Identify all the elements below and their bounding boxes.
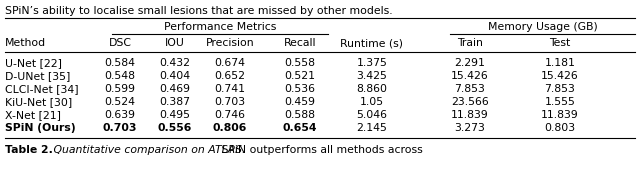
Text: D-UNet [35]: D-UNet [35] xyxy=(5,71,70,81)
Text: 0.652: 0.652 xyxy=(214,71,246,81)
Text: Table 2.: Table 2. xyxy=(5,145,53,155)
Text: 0.806: 0.806 xyxy=(213,123,247,133)
Text: 0.404: 0.404 xyxy=(159,71,191,81)
Text: 7.853: 7.853 xyxy=(545,84,575,94)
Text: KiU-Net [30]: KiU-Net [30] xyxy=(5,97,72,107)
Text: 3.425: 3.425 xyxy=(356,71,387,81)
Text: 0.639: 0.639 xyxy=(104,110,136,120)
Text: 0.584: 0.584 xyxy=(104,58,136,68)
Text: SPiN’s ability to localise small lesions that are missed by other models.: SPiN’s ability to localise small lesions… xyxy=(5,6,392,16)
Text: 15.426: 15.426 xyxy=(541,71,579,81)
Text: Train: Train xyxy=(457,38,483,48)
Text: 0.495: 0.495 xyxy=(159,110,191,120)
Text: 0.432: 0.432 xyxy=(159,58,191,68)
Text: Test: Test xyxy=(549,38,571,48)
Text: 8.860: 8.860 xyxy=(356,84,387,94)
Text: Memory Usage (GB): Memory Usage (GB) xyxy=(488,22,597,32)
Text: 1.555: 1.555 xyxy=(545,97,575,107)
Text: 0.387: 0.387 xyxy=(159,97,191,107)
Text: 0.558: 0.558 xyxy=(285,58,316,68)
Text: Performance Metrics: Performance Metrics xyxy=(164,22,276,32)
Text: 2.145: 2.145 xyxy=(356,123,387,133)
Text: 15.426: 15.426 xyxy=(451,71,489,81)
Text: X-Net [21]: X-Net [21] xyxy=(5,110,61,120)
Text: 0.741: 0.741 xyxy=(214,84,246,94)
Text: 2.291: 2.291 xyxy=(454,58,485,68)
Text: 0.556: 0.556 xyxy=(158,123,192,133)
Text: 1.05: 1.05 xyxy=(360,97,384,107)
Text: 0.588: 0.588 xyxy=(285,110,316,120)
Text: 3.273: 3.273 xyxy=(454,123,485,133)
Text: 0.703: 0.703 xyxy=(214,97,246,107)
Text: Precision: Precision xyxy=(205,38,254,48)
Text: Quantitative comparison on ATLAS.: Quantitative comparison on ATLAS. xyxy=(50,145,246,155)
Text: 0.536: 0.536 xyxy=(285,84,316,94)
Text: 0.703: 0.703 xyxy=(103,123,137,133)
Text: Recall: Recall xyxy=(284,38,316,48)
Text: SPiN outperforms all methods across: SPiN outperforms all methods across xyxy=(218,145,423,155)
Text: 5.046: 5.046 xyxy=(356,110,387,120)
Text: 0.599: 0.599 xyxy=(104,84,136,94)
Text: 11.839: 11.839 xyxy=(541,110,579,120)
Text: CLCI-Net [34]: CLCI-Net [34] xyxy=(5,84,79,94)
Text: SPiN (Ours): SPiN (Ours) xyxy=(5,123,76,133)
Text: 0.803: 0.803 xyxy=(545,123,575,133)
Text: 1.181: 1.181 xyxy=(545,58,575,68)
Text: 1.375: 1.375 xyxy=(356,58,387,68)
Text: DSC: DSC xyxy=(109,38,131,48)
Text: Runtime (s): Runtime (s) xyxy=(340,38,403,48)
Text: 0.674: 0.674 xyxy=(214,58,246,68)
Text: 0.548: 0.548 xyxy=(104,71,136,81)
Text: Method: Method xyxy=(5,38,46,48)
Text: 7.853: 7.853 xyxy=(454,84,485,94)
Text: 0.521: 0.521 xyxy=(285,71,316,81)
Text: 0.654: 0.654 xyxy=(283,123,317,133)
Text: IOU: IOU xyxy=(165,38,185,48)
Text: 0.459: 0.459 xyxy=(285,97,316,107)
Text: 0.524: 0.524 xyxy=(104,97,136,107)
Text: 0.746: 0.746 xyxy=(214,110,246,120)
Text: 23.566: 23.566 xyxy=(451,97,489,107)
Text: U-Net [22]: U-Net [22] xyxy=(5,58,62,68)
Text: 11.839: 11.839 xyxy=(451,110,489,120)
Text: 0.469: 0.469 xyxy=(159,84,191,94)
